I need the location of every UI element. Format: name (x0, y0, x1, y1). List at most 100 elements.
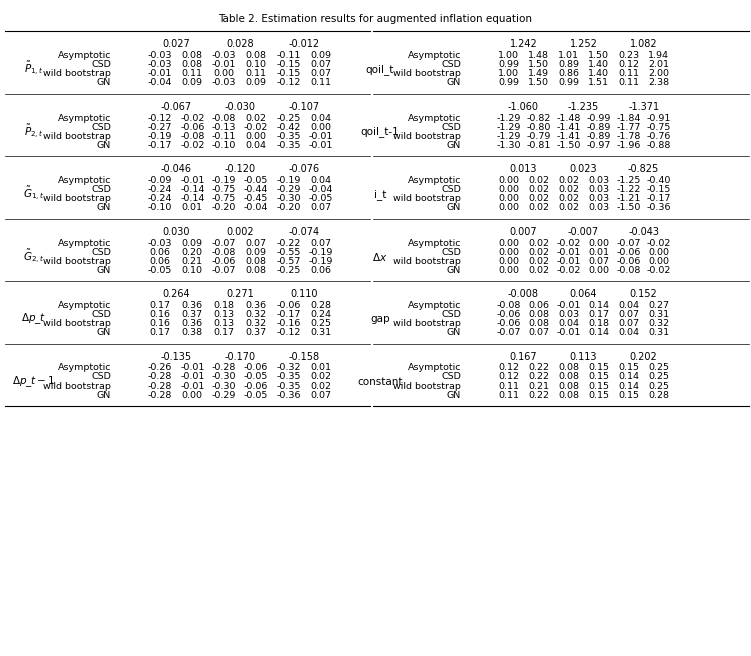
Text: -0.03: -0.03 (148, 51, 172, 60)
Text: 0.15: 0.15 (588, 363, 609, 373)
Text: Asymptotic: Asymptotic (58, 113, 111, 123)
Text: -0.25: -0.25 (276, 113, 300, 123)
Text: 0.07: 0.07 (310, 390, 331, 400)
Text: -0.14: -0.14 (180, 194, 204, 203)
Text: $\Delta p\_t$: $\Delta p\_t$ (21, 312, 47, 327)
Text: 0.99: 0.99 (558, 78, 579, 87)
Text: 0.18: 0.18 (213, 301, 234, 310)
Text: 0.36: 0.36 (182, 301, 203, 310)
Text: GN: GN (97, 78, 111, 87)
Text: wild bootstrap: wild bootstrap (44, 194, 111, 203)
Text: 0.07: 0.07 (310, 70, 331, 78)
Text: GN: GN (447, 78, 461, 87)
Text: -0.07: -0.07 (496, 328, 520, 337)
Text: -0.03: -0.03 (148, 60, 172, 70)
Text: -0.35: -0.35 (276, 382, 300, 390)
Text: 0.00: 0.00 (498, 185, 519, 194)
Text: -0.11: -0.11 (276, 51, 300, 60)
Text: 0.07: 0.07 (528, 328, 549, 337)
Text: 0.04: 0.04 (310, 176, 331, 185)
Text: -0.06: -0.06 (244, 382, 268, 390)
Text: -1.29: -1.29 (496, 132, 520, 141)
Text: wild bootstrap: wild bootstrap (394, 319, 461, 328)
Text: -0.88: -0.88 (647, 141, 671, 150)
Text: 0.17: 0.17 (149, 328, 170, 337)
Text: 0.08: 0.08 (558, 373, 579, 382)
Text: -0.01: -0.01 (180, 373, 204, 382)
Text: 0.07: 0.07 (246, 239, 267, 247)
Text: -0.35: -0.35 (276, 132, 300, 141)
Text: 0.07: 0.07 (588, 256, 609, 266)
Text: -0.01: -0.01 (212, 60, 236, 70)
Text: 0.23: 0.23 (618, 51, 639, 60)
Text: 0.027: 0.027 (162, 39, 190, 49)
Text: -0.02: -0.02 (556, 239, 581, 247)
Text: 0.167: 0.167 (510, 352, 537, 361)
Text: 0.12: 0.12 (618, 60, 639, 70)
Text: -0.28: -0.28 (212, 363, 236, 373)
Text: 0.08: 0.08 (182, 51, 203, 60)
Text: 0.11: 0.11 (246, 70, 267, 78)
Text: CSD: CSD (92, 310, 111, 319)
Text: -0.22: -0.22 (276, 239, 300, 247)
Text: CSD: CSD (442, 60, 461, 70)
Text: -0.07: -0.07 (212, 266, 236, 275)
Text: 1.00: 1.00 (498, 51, 519, 60)
Text: -0.170: -0.170 (225, 352, 255, 361)
Text: wild bootstrap: wild bootstrap (394, 256, 461, 266)
Text: 0.01: 0.01 (310, 363, 331, 373)
Text: CSD: CSD (92, 123, 111, 132)
Text: wild bootstrap: wild bootstrap (394, 382, 461, 390)
Text: -0.07: -0.07 (212, 239, 236, 247)
Text: 1.01: 1.01 (558, 51, 579, 60)
Text: 0.21: 0.21 (182, 256, 203, 266)
Text: -0.046: -0.046 (161, 164, 192, 174)
Text: 0.00: 0.00 (498, 247, 519, 256)
Text: -0.36: -0.36 (647, 203, 671, 213)
Text: -1.96: -1.96 (617, 141, 641, 150)
Text: 0.02: 0.02 (528, 185, 549, 194)
Text: -1.41: -1.41 (556, 123, 581, 132)
Text: 0.14: 0.14 (618, 382, 639, 390)
Text: 1.242: 1.242 (510, 39, 537, 49)
Text: -0.28: -0.28 (148, 382, 172, 390)
Text: -0.158: -0.158 (289, 352, 320, 361)
Text: wild bootstrap: wild bootstrap (44, 319, 111, 328)
Text: -0.02: -0.02 (180, 113, 204, 123)
Text: $\tilde{P}_{2,t}$: $\tilde{P}_{2,t}$ (24, 123, 44, 141)
Text: 0.27: 0.27 (648, 301, 669, 310)
Text: 0.00: 0.00 (498, 194, 519, 203)
Text: -0.91: -0.91 (647, 113, 671, 123)
Text: 0.02: 0.02 (528, 247, 549, 256)
Text: -0.19: -0.19 (309, 256, 333, 266)
Text: qoil_t: qoil_t (366, 64, 394, 75)
Text: 0.25: 0.25 (648, 373, 669, 382)
Text: 0.01: 0.01 (588, 247, 609, 256)
Text: 0.04: 0.04 (618, 301, 639, 310)
Text: 0.08: 0.08 (558, 363, 579, 373)
Text: 0.00: 0.00 (588, 266, 609, 275)
Text: 1.51: 1.51 (588, 78, 609, 87)
Text: 0.00: 0.00 (498, 239, 519, 247)
Text: 0.32: 0.32 (648, 319, 669, 328)
Text: 1.48: 1.48 (528, 51, 549, 60)
Text: -0.30: -0.30 (212, 373, 236, 382)
Text: -0.89: -0.89 (587, 123, 611, 132)
Text: -0.10: -0.10 (212, 141, 236, 150)
Text: -0.07: -0.07 (617, 239, 641, 247)
Text: -0.35: -0.35 (276, 373, 300, 382)
Text: 0.152: 0.152 (630, 289, 657, 299)
Text: -0.06: -0.06 (244, 363, 268, 373)
Text: -0.08: -0.08 (212, 247, 236, 256)
Text: 0.18: 0.18 (588, 319, 609, 328)
Text: 0.15: 0.15 (618, 363, 639, 373)
Text: -0.02: -0.02 (180, 141, 204, 150)
Text: 0.04: 0.04 (558, 319, 579, 328)
Text: -0.75: -0.75 (212, 194, 236, 203)
Text: GN: GN (97, 390, 111, 400)
Text: 0.00: 0.00 (588, 239, 609, 247)
Text: -0.08: -0.08 (617, 266, 641, 275)
Text: 0.31: 0.31 (648, 328, 669, 337)
Text: $\tilde{G}_{2,t}$: $\tilde{G}_{2,t}$ (23, 247, 44, 266)
Text: GN: GN (97, 266, 111, 275)
